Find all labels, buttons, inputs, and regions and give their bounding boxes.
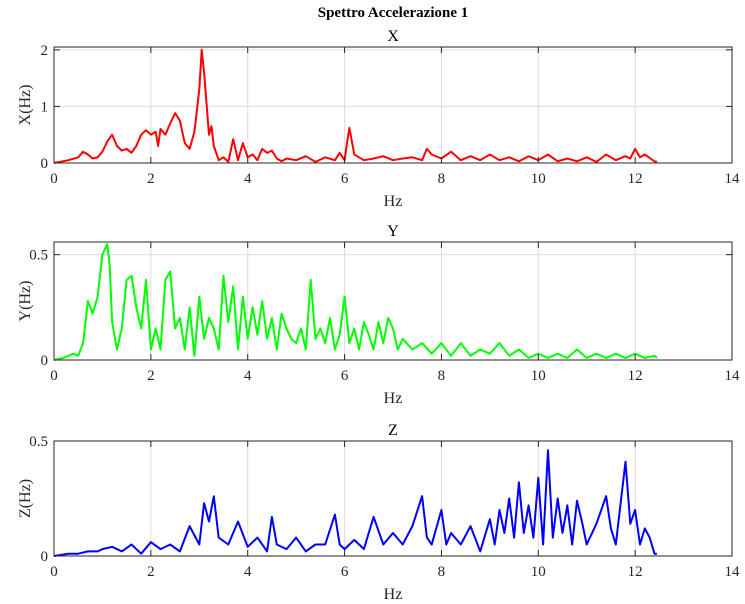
- subplot-z: 0 2 4 6 8 10 12 14 0 0.5 Z Hz Z(Hz): [17, 422, 740, 603]
- y-tick-label: 2: [41, 43, 49, 59]
- plot-area: [54, 242, 732, 360]
- axes-box: [53, 46, 733, 164]
- subplot-title: Z: [388, 422, 398, 439]
- x-tick-label: 12: [628, 171, 643, 187]
- plot-area: [54, 47, 732, 163]
- y-tick-label: 0: [41, 353, 49, 369]
- x-tick-label: 10: [531, 171, 546, 187]
- x-tick-label: 12: [628, 564, 643, 580]
- subplot-y: 0 2 4 6 8 10 12 14 0 0.5 Y Hz Y(Hz): [17, 223, 740, 407]
- subplot-title: X: [387, 28, 399, 45]
- y-axis-label: Z(Hz): [17, 479, 34, 518]
- x-axis-label: Hz: [384, 390, 403, 407]
- series-line: [53, 243, 658, 361]
- y-axis-label: Y(Hz): [17, 281, 34, 322]
- x-tick-label: 4: [244, 171, 252, 187]
- x-tick-label: 10: [531, 368, 546, 384]
- x-tick-label: 0: [50, 368, 58, 384]
- x-tick-label: 2: [147, 368, 155, 384]
- x-axis-label: Hz: [384, 586, 403, 603]
- series-line: [53, 449, 657, 557]
- y-tick-label: 0.5: [29, 248, 48, 264]
- y-tick-label: 1: [41, 99, 49, 115]
- x-tick-label: 8: [438, 368, 446, 384]
- x-tick-label: 10: [531, 564, 546, 580]
- subplot-title: Y: [387, 223, 399, 240]
- x-tick-label: 4: [244, 564, 252, 580]
- y-tick-label: 0: [41, 549, 49, 565]
- x-tick-label: 6: [341, 171, 349, 187]
- series-line: [53, 48, 658, 164]
- axes-box: [53, 241, 733, 361]
- x-tick-label: 14: [725, 171, 741, 187]
- x-tick-label: 2: [147, 171, 155, 187]
- x-tick-label: 4: [244, 368, 252, 384]
- figure-title: Spettro Accelerazione 1: [318, 5, 469, 21]
- x-tick-label: 14: [725, 564, 741, 580]
- x-tick-label: 0: [50, 171, 58, 187]
- x-tick-label: 8: [438, 171, 446, 187]
- x-tick-label: 8: [438, 564, 446, 580]
- x-tick-label: 6: [341, 564, 349, 580]
- x-axis-label: Hz: [384, 193, 403, 210]
- y-axis-label: X(Hz): [17, 85, 34, 126]
- plot-area: [54, 441, 732, 556]
- axes-box: [53, 440, 733, 557]
- x-tick-label: 14: [725, 368, 741, 384]
- y-tick-label: 0.5: [29, 434, 48, 450]
- x-tick-label: 2: [147, 564, 155, 580]
- x-tick-label: 6: [341, 368, 349, 384]
- x-tick-label: 12: [628, 368, 643, 384]
- y-tick-label: 0: [41, 156, 49, 172]
- x-tick-label: 0: [50, 564, 58, 580]
